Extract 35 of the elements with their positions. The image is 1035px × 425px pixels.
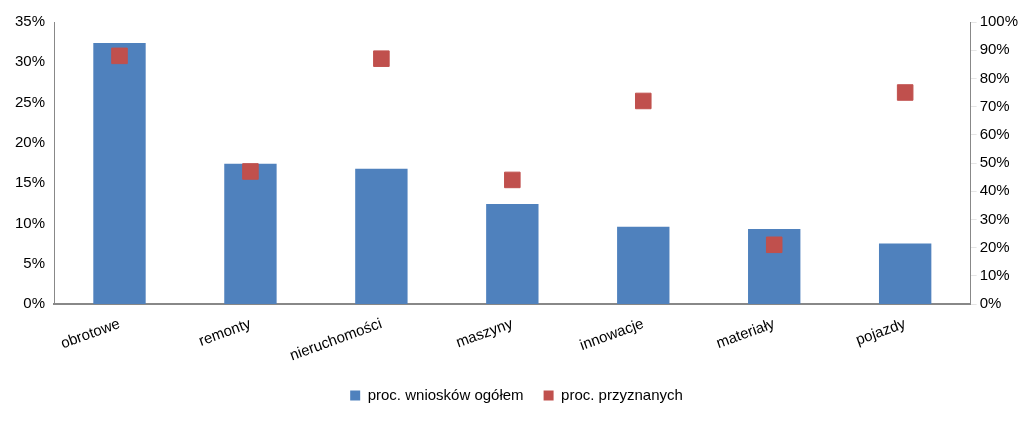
y2-tick-label: 50%	[979, 153, 1010, 171]
bar	[878, 243, 932, 305]
y-tick-label: 20%	[14, 133, 46, 150]
y2-tick-label: 20%	[979, 237, 1010, 255]
y2-tick-label: 40%	[979, 181, 1010, 199]
y2-tick-label: 90%	[979, 40, 1010, 58]
y2-tick-label: 100%	[979, 12, 1019, 30]
y-tick-label: 5%	[23, 253, 46, 271]
y-tick-label: 25%	[14, 92, 46, 110]
bar	[486, 204, 539, 305]
y2-tick-label: 0%	[979, 294, 1002, 312]
point	[896, 84, 914, 101]
y2-tick-label: 10%	[979, 265, 1010, 283]
y-tick-label: 0%	[23, 294, 46, 312]
point	[635, 92, 652, 110]
legend-label: proc. wniosków ogółem	[367, 385, 524, 403]
bar	[748, 229, 801, 305]
y-tick-label: 15%	[14, 173, 46, 191]
y-tick-label: 10%	[14, 213, 46, 231]
y2-tick-label: 60%	[979, 124, 1010, 142]
bar	[617, 226, 670, 305]
bar	[224, 163, 277, 305]
y-tick-label: 30%	[14, 52, 46, 70]
point	[373, 50, 390, 67]
point	[504, 171, 521, 189]
point	[765, 236, 783, 254]
bar	[93, 42, 146, 305]
y-tick-label: 35%	[14, 12, 46, 30]
bar	[355, 168, 408, 305]
point	[242, 163, 259, 180]
y2-tick-label: 80%	[979, 68, 1010, 86]
y2-tick-label: 70%	[979, 96, 1010, 114]
point	[111, 47, 128, 65]
legend-label: proc. przyznanych	[561, 385, 683, 403]
y2-tick-label: 30%	[979, 209, 1010, 227]
